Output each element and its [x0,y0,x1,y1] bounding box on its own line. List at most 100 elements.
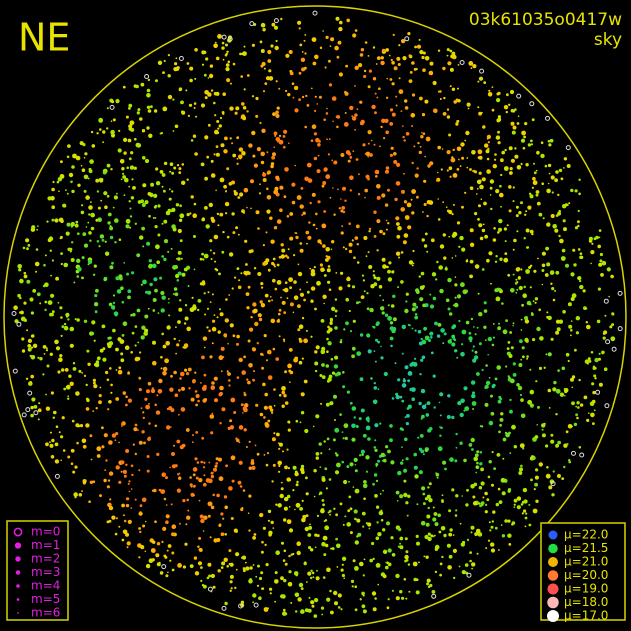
brightness-marker [548,543,558,554]
star [418,470,423,475]
star [340,338,343,342]
star [506,347,510,350]
star [505,110,508,114]
star [290,553,293,556]
star [289,286,292,290]
star [395,490,400,495]
star [91,144,96,148]
star [178,171,182,175]
star [180,371,185,377]
star [325,543,329,548]
star [510,121,515,126]
star [30,374,34,379]
star [232,231,236,235]
star [319,263,323,267]
star [114,439,117,442]
star [515,267,520,272]
star-ring [404,36,410,42]
star [242,51,247,56]
star [359,598,362,601]
star [287,248,290,251]
star [383,137,386,140]
star [434,544,440,550]
star [486,157,490,161]
star [216,120,220,123]
star [266,209,271,214]
star [217,330,221,334]
star [601,350,605,355]
star [273,146,276,148]
star [411,397,416,402]
star [25,377,29,380]
star [470,380,476,385]
star [397,527,402,532]
star [325,247,331,252]
star [526,246,530,249]
star [437,218,441,221]
star [452,548,457,554]
magnitude-marker [16,584,20,588]
star [89,480,94,484]
star [373,446,377,449]
star [459,441,463,445]
star [243,393,247,397]
star [387,562,392,567]
star [316,569,318,572]
star [281,390,286,395]
star [414,315,419,320]
star [344,91,349,96]
star [479,462,483,466]
star [492,238,497,242]
star [217,127,220,130]
star [385,561,388,564]
star [44,300,48,304]
star [306,242,308,245]
star [339,340,343,344]
star [362,433,367,438]
star [347,152,352,156]
star [359,377,364,382]
star [178,167,182,171]
star [222,517,225,520]
star [130,196,135,200]
star [403,479,407,483]
star [277,141,279,143]
star [421,131,423,134]
star [469,186,474,190]
star [497,231,500,234]
star [484,234,488,239]
star [296,550,301,556]
star [542,217,545,220]
star [321,223,327,229]
star [588,412,590,415]
star [42,373,45,376]
star [606,267,611,272]
star [94,294,98,298]
star [313,495,316,498]
star [228,384,231,387]
star [178,388,181,392]
star [515,291,518,294]
star [322,181,327,185]
star [483,325,487,329]
star [134,498,137,501]
star [210,159,214,163]
star [325,402,330,407]
star [76,318,80,322]
star [287,494,291,499]
star [363,497,366,501]
star [259,40,263,44]
star [186,326,191,332]
star [557,211,561,216]
star [454,514,458,517]
star [479,236,484,241]
star [447,61,452,66]
star [587,357,591,361]
star [295,502,301,508]
star [380,356,384,360]
star [127,371,130,375]
star [405,132,410,136]
star [287,363,292,369]
star [214,114,217,117]
star [574,189,578,193]
